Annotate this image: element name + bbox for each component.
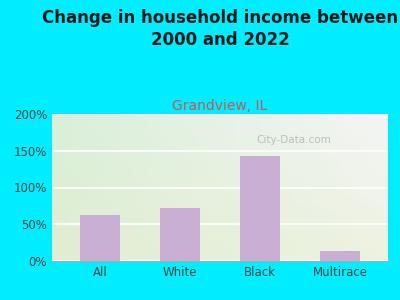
Text: Grandview, IL: Grandview, IL (172, 99, 268, 113)
Bar (240, 156, 280, 261)
Bar (80, 215, 120, 261)
Text: City-Data.com: City-Data.com (256, 136, 331, 146)
Bar (320, 251, 360, 261)
Bar (160, 208, 200, 261)
Text: Change in household income between
2000 and 2022: Change in household income between 2000 … (42, 9, 398, 49)
